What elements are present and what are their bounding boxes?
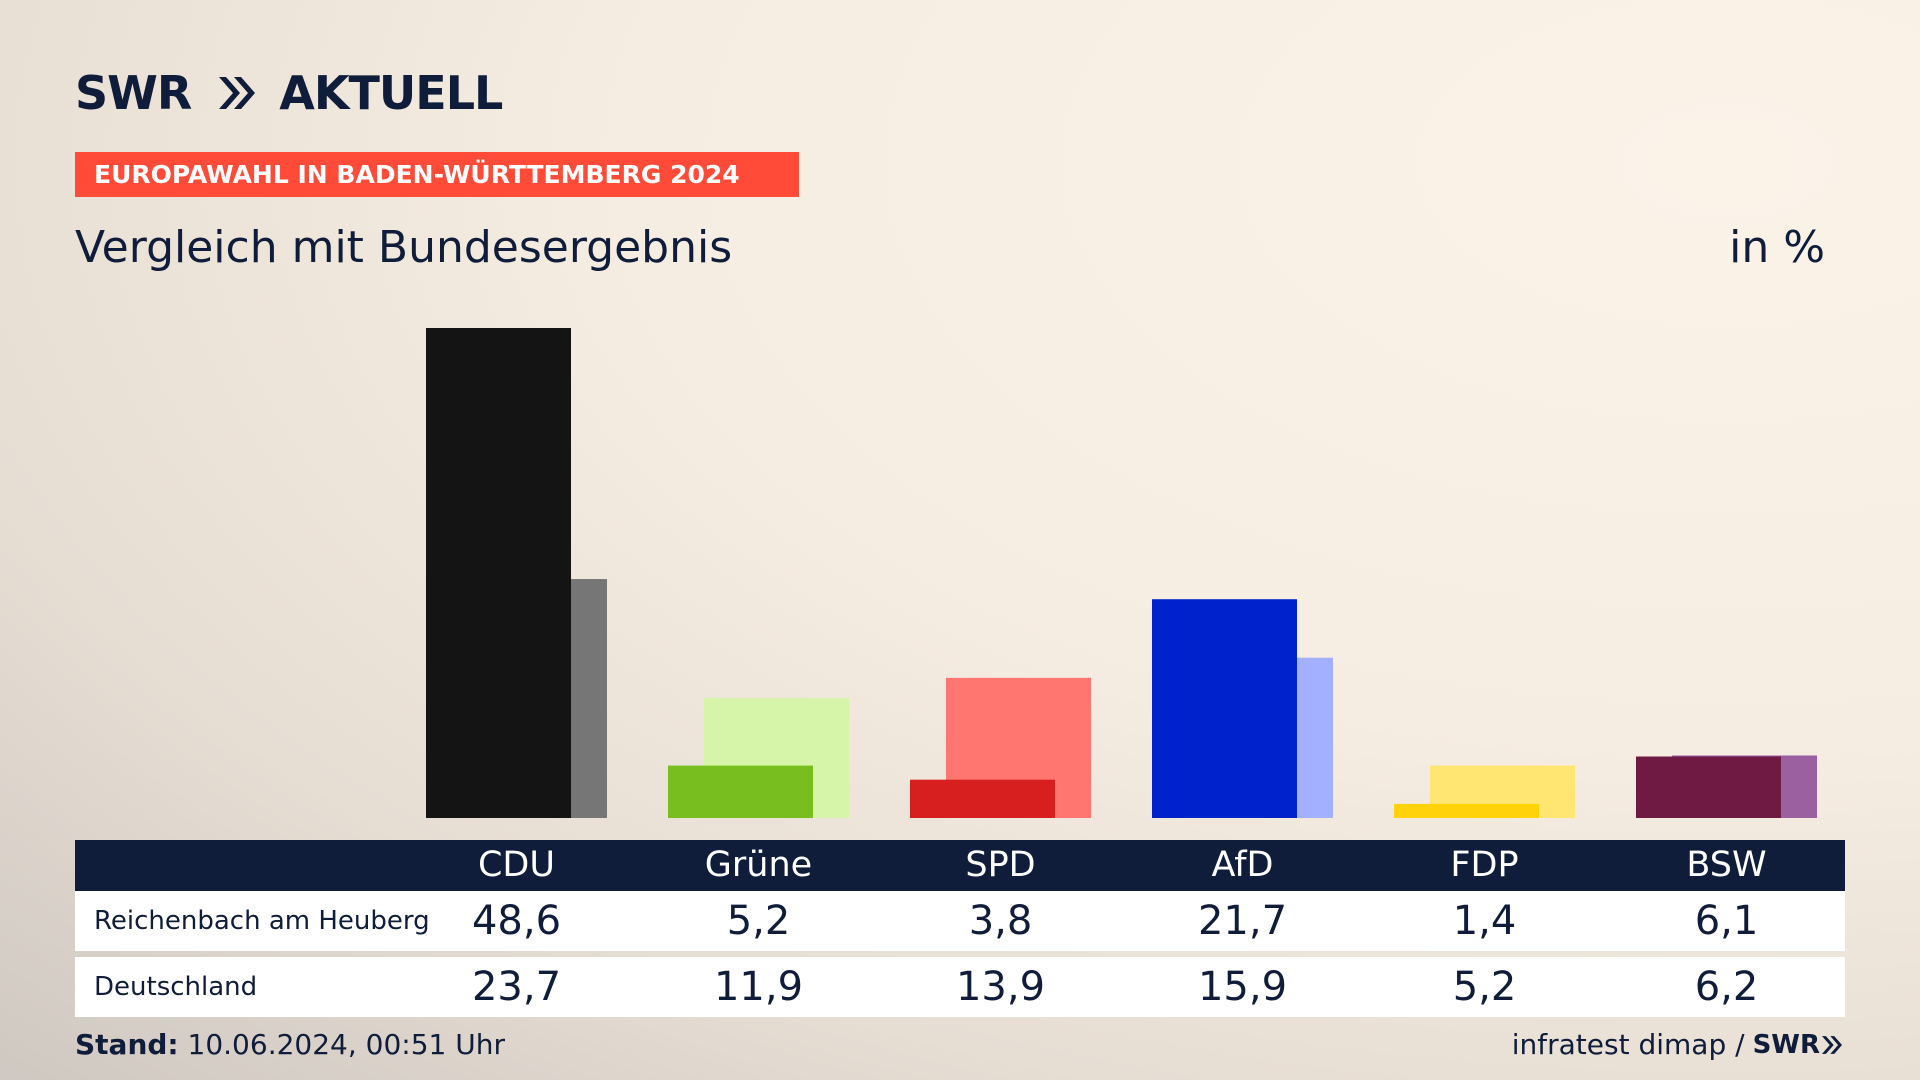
source-credit: infratest dimap / SWR [1512,1028,1844,1061]
category-label: Grüne [704,845,813,885]
election-tag: EUROPAWAHL IN BADEN-WÜRTTEMBERG 2024 [75,152,799,197]
swr-aktuell-logo: SWR AKTUELL [75,66,503,120]
value-label: 5,2 [726,898,791,944]
logo-swr: SWR [75,66,192,120]
unit-label: in % [1729,222,1825,273]
bar-local-afd [1152,599,1297,818]
double-chevron-icon [217,75,257,111]
value-label: 1,4 [1452,898,1517,944]
bar-local-cdu [426,328,571,818]
value-label: 13,9 [955,964,1046,1010]
category-label: BSW [1686,845,1767,885]
table-header: CDU Grüne SPD AfD FDP BSW [75,840,1845,891]
bar-local-fdp [1394,803,1539,818]
value-label: 6,1 [1694,898,1759,944]
source-text: infratest dimap / [1511,1028,1745,1061]
swr-small-logo: SWR [1753,1030,1844,1060]
value-label: 23,7 [471,964,562,1010]
bar-local-spd [910,779,1055,818]
bar-local-bsw [1636,756,1781,818]
value-label: 5,2 [1452,964,1517,1010]
double-chevron-icon [1822,1035,1842,1054]
category-label: SPD [965,845,1036,885]
row-label: Reichenbach am Heuberg [94,906,430,936]
value-label: 21,7 [1197,898,1288,944]
table-row: Reichenbach am Heuberg 48,6 5,2 3,8 21,7 1,4… [75,891,1845,951]
value-label: 3,8 [968,898,1033,944]
logo-aktuell: AKTUELL [279,66,503,120]
results-table: CDU Grüne SPD AfD FDP BSW Reichenbach am Heub… [75,840,1845,1017]
stand-value: 10.06.2024, 00:51 Uhr [187,1028,505,1061]
stand-label: Stand: [75,1028,179,1061]
category-label: FDP [1450,845,1519,885]
swr-small-text: SWR [1752,1029,1820,1060]
value-label: 48,6 [471,898,562,944]
row-label: Deutschland [94,972,258,1002]
timestamp: Stand: 10.06.2024, 00:51 Uhr [75,1028,505,1061]
chart-subtitle: Vergleich mit Bundesergebnis [75,222,733,273]
value-label: 6,2 [1694,964,1759,1010]
category-label: AfD [1211,845,1274,885]
category-label: CDU [477,845,555,885]
value-label: 15,9 [1197,964,1288,1010]
table-row: Deutschland 23,7 11,9 13,9 15,9 5,2 6,2 [75,957,1845,1017]
bar-local-grüne [668,765,813,818]
value-label: 11,9 [713,964,804,1010]
